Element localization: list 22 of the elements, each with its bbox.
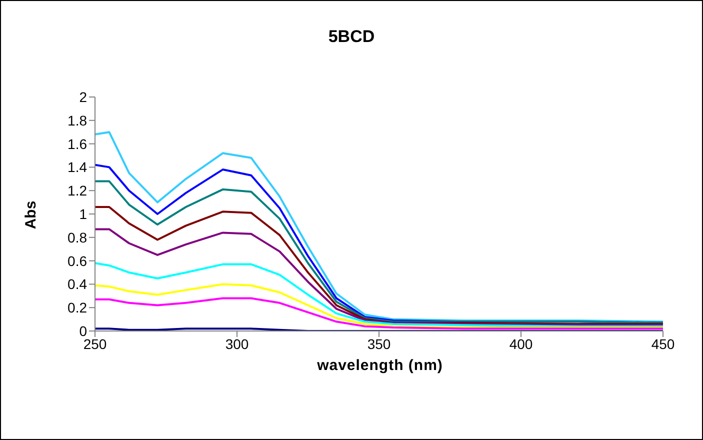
x-tick-label: 350 — [367, 336, 391, 352]
line-series — [95, 283, 663, 328]
y-tick-label: 1.6 — [68, 136, 88, 152]
chart-title: 5BCD — [327, 27, 376, 47]
y-tick-label: 1.8 — [68, 112, 88, 128]
y-tick-label: 0.2 — [68, 300, 88, 316]
x-axis-title: wavelength (nm) — [316, 357, 444, 374]
y-tick-label: 0.8 — [68, 229, 88, 246]
y-axis-title: Abs — [22, 200, 40, 230]
y-tick-label: 1.2 — [68, 182, 88, 199]
y-tick-label: 1 — [79, 206, 88, 222]
y-tick-label: 0.6 — [68, 252, 88, 269]
x-tick-label: 450 — [651, 336, 675, 352]
line-series — [95, 228, 663, 326]
y-tick-label: 0.4 — [68, 276, 88, 292]
line-series — [95, 131, 663, 323]
x-tick-label: 300 — [225, 336, 249, 352]
line-series — [95, 262, 663, 328]
line-series — [95, 206, 663, 325]
x-tick-label: 400 — [509, 336, 533, 352]
y-tick-label: 2 — [79, 88, 88, 105]
y-tick-label: 1.4 — [68, 159, 88, 176]
